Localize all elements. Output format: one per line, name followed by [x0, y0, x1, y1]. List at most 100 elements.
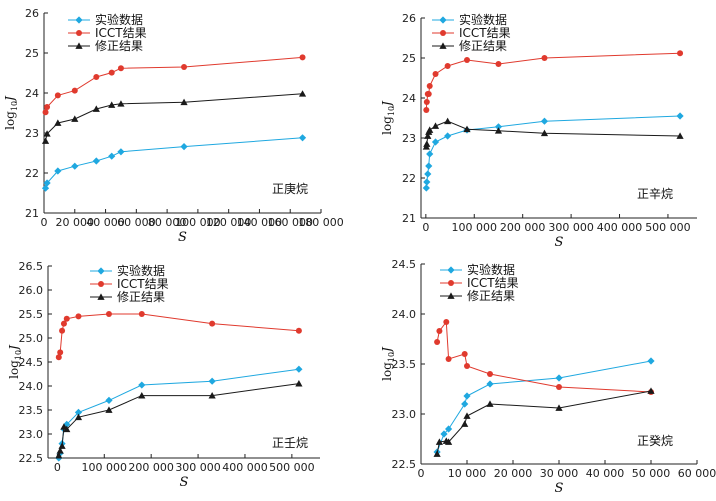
- y-tick-label: 23.5: [19, 404, 44, 417]
- legend-label: 修正结果: [95, 38, 143, 53]
- data-point-series-3: [56, 447, 64, 454]
- legend-swatch-marker: [97, 267, 105, 275]
- x-tick-label: 300 000: [175, 461, 221, 474]
- y-tick-label: 26: [402, 12, 416, 25]
- data-point-series-2: [93, 74, 100, 80]
- y-tick-label: 24.0: [392, 308, 417, 321]
- data-point-series-3: [494, 127, 503, 134]
- data-point-series-3: [431, 122, 440, 129]
- data-point-series-1: [440, 430, 448, 438]
- series-line-1: [436, 360, 652, 453]
- data-point-series-3: [444, 117, 452, 125]
- data-point-series-3: [54, 119, 62, 126]
- data-point-series-1: [431, 138, 440, 146]
- series-line-2: [45, 56, 303, 113]
- x-tick-label: 0: [422, 221, 429, 234]
- y-tick-label: 23.5: [392, 358, 417, 371]
- data-point-series-2: [59, 327, 66, 334]
- legend-label: ICCT结果: [117, 277, 169, 291]
- legend-swatch-marker: [439, 16, 447, 24]
- data-point-series-3: [426, 126, 434, 133]
- data-point-series-2: [426, 83, 433, 89]
- data-point-series-2: [295, 327, 302, 334]
- panel-annotation: 正庚烷: [272, 181, 308, 196]
- y-tick-label: 21: [25, 207, 39, 220]
- data-point-series-3: [41, 137, 50, 144]
- data-point-series-2: [138, 311, 145, 317]
- x-tick-label: 60 000: [117, 216, 156, 229]
- y-tick-label: 25: [25, 47, 39, 60]
- x-tick-label: 180 000: [298, 216, 344, 229]
- data-point-series-3: [58, 442, 66, 449]
- data-point-series-2: [434, 339, 441, 345]
- data-point-series-3: [445, 438, 453, 445]
- data-point-series-1: [41, 184, 50, 192]
- data-point-series-1: [463, 392, 471, 400]
- series-line-1: [425, 115, 681, 189]
- data-point-series-1: [494, 123, 503, 131]
- data-point-series-2: [44, 104, 51, 110]
- data-point-series-1: [108, 152, 116, 160]
- x-tick-label: 400 000: [597, 221, 643, 234]
- y-tick-label: 24.0: [19, 380, 44, 393]
- x-tick-label: 500 000: [645, 221, 691, 234]
- data-point-series-1: [444, 132, 452, 140]
- data-point-series-3: [43, 130, 51, 137]
- y-tick-label: 25.0: [19, 332, 44, 345]
- series-line-2: [436, 320, 652, 393]
- x-tick-label: 60 000: [678, 467, 716, 480]
- legend-label: ICCT结果: [95, 26, 147, 40]
- data-point-series-1: [676, 112, 684, 120]
- data-point-series-3: [461, 420, 469, 427]
- data-point-series-1: [555, 374, 563, 382]
- legend-label: 实验数据: [467, 262, 515, 277]
- data-point-series-1: [63, 420, 71, 428]
- chart-panel-3: 22.5 23.0 23.5 24.0 24.5 25.0 25.5 26.0 26.5 0 100…: [7, 260, 320, 490]
- x-tick-label: 30 000: [540, 467, 579, 480]
- series-line-3: [58, 383, 299, 456]
- x-tick-label: 50 000: [632, 467, 671, 480]
- legend-swatch-marker: [97, 293, 105, 300]
- data-point-series-2: [42, 109, 49, 116]
- data-point-series-2: [108, 69, 115, 76]
- data-point-series-1: [208, 377, 216, 385]
- data-point-series-3: [295, 380, 303, 387]
- y-tick-label: 22.5: [392, 458, 417, 471]
- x-tick-label: 300 000: [548, 221, 594, 234]
- data-point-series-2: [54, 92, 61, 99]
- data-point-series-2: [299, 54, 306, 61]
- data-point-series-2: [495, 61, 502, 67]
- y-tick-label: 21: [402, 212, 416, 225]
- data-point-series-2: [436, 328, 443, 334]
- x-tick-label: 200 000: [128, 461, 174, 474]
- x-tick-label: 120 000: [206, 216, 252, 229]
- data-point-series-1: [461, 400, 469, 408]
- legend-label: 修正结果: [467, 288, 515, 303]
- data-point-series-2: [60, 320, 67, 327]
- x-tick-label: 100 000: [452, 221, 498, 234]
- y-tick-label: 23: [25, 127, 39, 140]
- data-point-series-1: [423, 178, 431, 186]
- data-point-series-2: [677, 50, 684, 57]
- x-tick-label: 20 000: [56, 216, 95, 229]
- data-point-series-3: [71, 115, 79, 122]
- data-point-series-3: [424, 132, 432, 139]
- data-point-series-2: [461, 351, 468, 357]
- chart-panel-4: 22.5 23.0 23.5 24.0 24.5 0 10 000 20 000 30 000 4…: [380, 258, 716, 496]
- data-point-series-2: [423, 107, 430, 113]
- x-axis-label: S: [180, 475, 189, 490]
- data-point-series-1: [540, 117, 549, 125]
- legend-swatch-marker: [76, 30, 82, 36]
- series-line-2: [58, 313, 299, 358]
- data-point-series-2: [425, 91, 432, 97]
- series-line-1: [45, 137, 303, 189]
- x-axis-label: S: [178, 230, 187, 245]
- data-point-series-2: [556, 384, 562, 390]
- legend-swatch-marker: [440, 30, 446, 36]
- data-point-series-3: [74, 413, 83, 421]
- series-line-2: [425, 52, 681, 111]
- data-point-series-2: [63, 315, 70, 322]
- data-point-series-1: [71, 162, 79, 170]
- x-tick-label: 200 000: [500, 221, 546, 234]
